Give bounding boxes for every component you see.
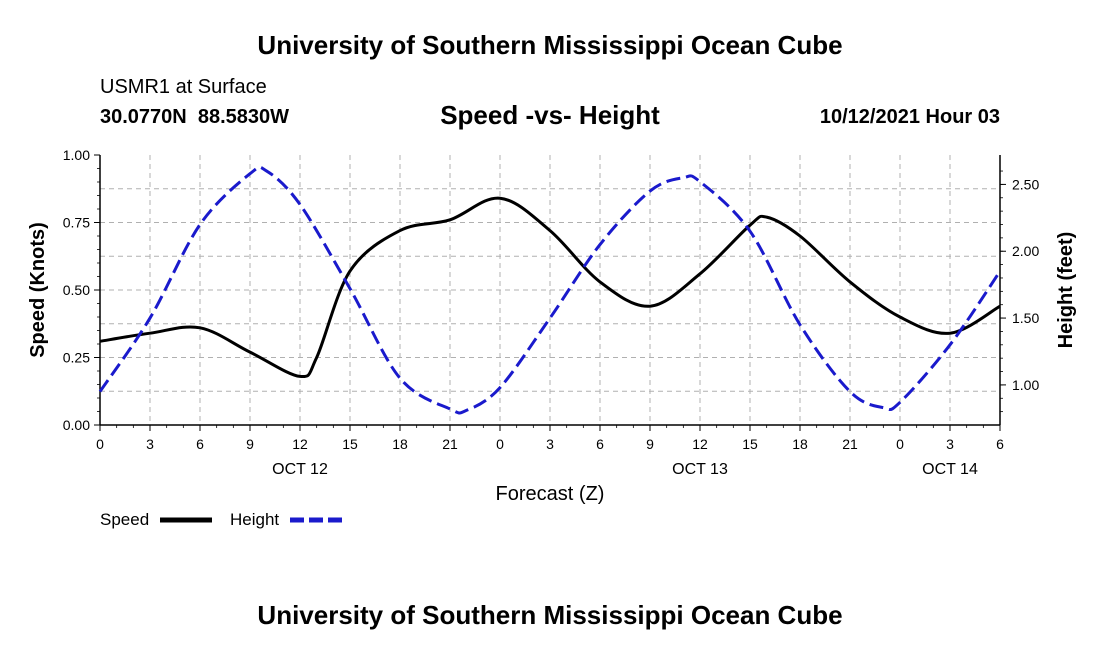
x-tick-label: 12 [292, 436, 308, 452]
x-tick-label: 0 [896, 436, 904, 452]
y-right-tick-label: 2.50 [1012, 176, 1039, 192]
chart-ticks: 0 3 6 9 12 15 18 21 0 3 6 9 12 15 18 21 0 3 6 OCT 12 OCT 13 O… [63, 147, 1040, 478]
x-tick-label: 6 [996, 436, 1004, 452]
x-tick-label: 6 [196, 436, 204, 452]
legend-height-label: Height [230, 510, 279, 529]
x-tick-label: 9 [646, 436, 654, 452]
chart-timestamp: 10/12/2021 Hour 03 [819, 106, 1000, 128]
station-label: USMR1 at Surface [100, 76, 267, 98]
y-left-tick-label: 1.00 [63, 147, 90, 163]
y-right-tick-label: 1.00 [1012, 377, 1039, 393]
chart-title: Speed -vs- Height [440, 100, 660, 130]
y-right-tick-label: 1.50 [1012, 310, 1039, 326]
y-axis-left-label: Speed (Knots) [27, 222, 49, 358]
y-left-tick-label: 0.50 [63, 282, 90, 298]
x-tick-label: 6 [596, 436, 604, 452]
x-tick-label: 0 [96, 436, 104, 452]
x-tick-label: 15 [342, 436, 358, 452]
series-speed-line [99, 196, 1001, 379]
y-left-tick-label: 0.00 [63, 417, 90, 433]
x-tick-label: 18 [792, 436, 808, 452]
chart-series [98, 165, 1002, 415]
legend: Speed Height [100, 510, 342, 529]
date-label: OCT 12 [272, 461, 328, 478]
x-tick-label: 3 [946, 436, 954, 452]
x-tick-label: 3 [546, 436, 554, 452]
x-tick-label: 3 [146, 436, 154, 452]
x-axis-label: Forecast (Z) [496, 483, 605, 505]
x-tick-label: 9 [246, 436, 254, 452]
y-axis-right-label: Height (feet) [1055, 232, 1077, 349]
speed-height-chart: 0 3 6 9 12 15 18 21 0 3 6 9 12 15 18 21 0 3 6 OCT 12 OCT 13 O… [27, 147, 1077, 529]
x-tick-label: 0 [496, 436, 504, 452]
chart-grid [99, 155, 1001, 425]
x-tick-label: 12 [692, 436, 708, 452]
date-label: OCT 14 [922, 461, 978, 478]
legend-speed-label: Speed [100, 510, 149, 529]
x-tick-label: 21 [842, 436, 858, 452]
date-label: OCT 13 [672, 461, 728, 478]
org-title-top: University of Southern Mississippi Ocean… [257, 30, 843, 60]
x-tick-label: 21 [442, 436, 458, 452]
x-tick-label: 18 [392, 436, 408, 452]
y-right-tick-label: 2.00 [1012, 243, 1039, 259]
org-title-bottom: University of Southern Mississippi Ocean… [257, 600, 843, 630]
x-tick-label: 15 [742, 436, 758, 452]
y-left-tick-label: 0.25 [63, 350, 90, 366]
series-height-line [98, 165, 1002, 415]
station-coords: 30.0770N 88.5830W [100, 106, 290, 128]
y-left-tick-label: 0.75 [63, 215, 90, 231]
